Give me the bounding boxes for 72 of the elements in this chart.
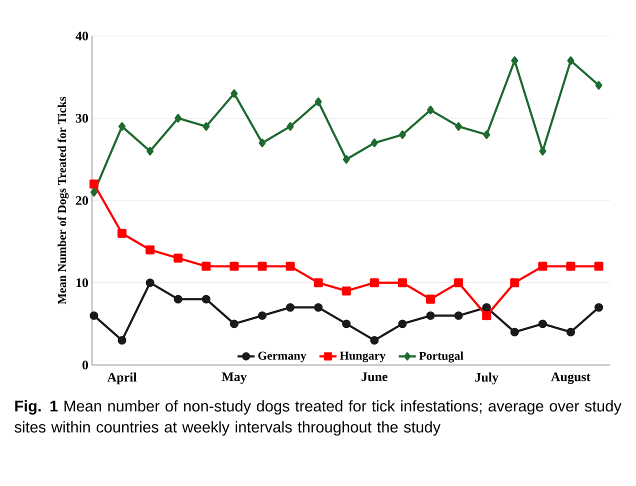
point (539, 146, 546, 156)
legend-label: Portugal (419, 351, 464, 362)
point (342, 155, 350, 164)
point (202, 122, 210, 131)
point (370, 138, 378, 148)
x-tick-label: August (550, 372, 591, 384)
point (230, 320, 238, 328)
point (174, 254, 183, 263)
point (398, 130, 406, 139)
point (538, 262, 548, 271)
point (566, 328, 576, 336)
point (202, 262, 211, 271)
point (454, 278, 464, 288)
y-tick-label: 0 (82, 360, 88, 370)
x-tick-label: July (475, 372, 498, 384)
point (314, 97, 322, 106)
point (202, 294, 210, 304)
point (370, 336, 379, 345)
point (89, 180, 98, 189)
point (455, 122, 462, 131)
y-axis-title: Mean Number of Dogs Treated for Ticks (58, 96, 69, 304)
point (286, 122, 294, 131)
point (454, 311, 463, 320)
point (258, 311, 267, 320)
legend-label: Germany (258, 352, 306, 362)
point (427, 106, 434, 114)
point (594, 262, 604, 271)
y-tick-label: 30 (76, 114, 88, 123)
point (118, 336, 126, 345)
point (595, 81, 602, 90)
point (566, 262, 576, 271)
point (426, 294, 436, 304)
y-tick-label: 10 (76, 278, 88, 288)
legend-label: Hungary (340, 352, 386, 362)
point (398, 278, 407, 288)
point (286, 303, 295, 312)
point (230, 262, 239, 271)
point (482, 303, 491, 312)
point (174, 294, 182, 304)
point (258, 138, 266, 148)
point (510, 328, 519, 336)
x-tick-label: June (362, 372, 388, 382)
point (594, 303, 604, 312)
point (342, 286, 351, 296)
point (146, 245, 155, 254)
point (370, 278, 379, 288)
point (567, 56, 574, 65)
y-tick-label: 20 (76, 196, 88, 205)
point (230, 89, 238, 98)
point (511, 56, 518, 65)
point (398, 320, 407, 328)
point (90, 188, 98, 197)
point (342, 320, 351, 328)
y-tick-label: 40 (76, 32, 88, 40)
point (146, 146, 154, 156)
point (146, 278, 154, 288)
point (482, 311, 492, 320)
x-tick-label: April (107, 372, 137, 384)
point (118, 122, 126, 131)
point (483, 130, 490, 139)
point (314, 278, 323, 288)
x-tick-label: May (222, 372, 247, 384)
point (174, 114, 182, 123)
point (426, 311, 435, 320)
point (118, 228, 127, 238)
point (90, 311, 98, 320)
point (510, 278, 520, 288)
point (258, 262, 267, 271)
point (538, 320, 547, 328)
point (314, 303, 323, 312)
text: Fig. 1 Mean number of non-study dogs treated for tick infestations; average over study sites within countries at weekly intervals throughout the study (14, 400, 622, 436)
point (286, 262, 295, 271)
